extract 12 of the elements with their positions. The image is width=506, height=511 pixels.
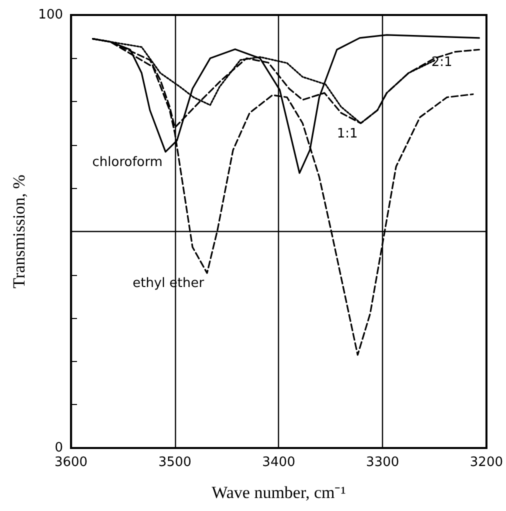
x-axis-title: Wave number, cm⁻¹ bbox=[212, 483, 346, 502]
y-tick-label: 0 bbox=[54, 440, 63, 456]
x-tick-label: 3400 bbox=[262, 455, 296, 470]
x-tick-label: 3200 bbox=[470, 455, 504, 470]
x-tick-label: 3600 bbox=[54, 455, 88, 470]
annotation: 1:1 bbox=[336, 126, 358, 142]
y-tick-label: 100 bbox=[38, 8, 63, 22]
x-tick-label: 3500 bbox=[158, 455, 192, 470]
annotation: chloroform bbox=[92, 154, 163, 170]
y-axis-title: Transmission, % bbox=[9, 174, 28, 288]
annotation: 2:1 bbox=[431, 54, 452, 70]
x-tick-label: 3300 bbox=[366, 455, 400, 470]
